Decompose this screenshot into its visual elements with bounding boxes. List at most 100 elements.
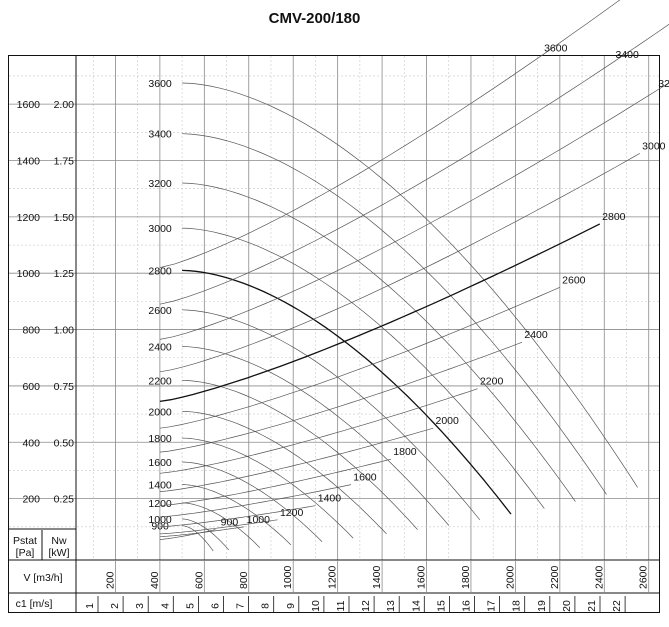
pressure-curve [182,227,545,509]
v-tick-label: 2000 [504,565,516,589]
c1-tick-label: 10 [310,600,322,612]
pressure-curve-label: 2400 [148,341,172,353]
c1-tick-label: 17 [486,600,498,612]
curves: 3600 3400 3200 3000 2800 2600 2400 2200 2000 1800… [148,0,669,552]
power-curve [159,529,216,540]
v-tick-label: 1200 [327,565,339,589]
axes: 20040060080010001200140016000.250.500.75… [9,56,659,612]
v-axis-label: V [m3/h] [23,572,62,584]
c1-tick-label: 9 [285,603,297,609]
power-curve-label: 1800 [393,446,417,458]
nw-tick-label: 1.50 [54,212,75,224]
power-curve [159,341,523,453]
power-curve-label: 2200 [480,376,504,388]
pressure-curve [182,346,449,526]
pstat-tick-label: 1600 [17,99,41,111]
power-curve [159,526,245,538]
pstat-tick-label: 400 [22,437,40,449]
power-curve [159,427,434,492]
c1-tick-label: 18 [511,600,523,612]
nw-axis-unit: [kW] [49,547,70,559]
v-tick-label: 2200 [549,565,561,589]
pressure-curve-label: 1000 [148,514,172,526]
c1-tick-label: 16 [461,600,473,612]
pstat-axis-unit: [Pa] [16,547,35,559]
pressure-curve [182,502,261,548]
pstat-tick-label: 1400 [17,155,41,167]
pressure-curve-label: 1400 [148,480,172,492]
c1-tick-label: 21 [586,600,598,612]
pstat-axis-label: Pstat [13,535,37,547]
pstat-tick-label: 800 [22,325,40,337]
c1-tick-label: 19 [536,600,548,612]
c1-axis-label: c1 [m/s] [16,598,53,610]
pressure-curve [182,269,512,515]
power-curve-label: 2000 [436,415,460,427]
power-curve-label: 1200 [280,507,304,519]
pressure-curve-label: 3400 [148,129,172,141]
v-tick-label: 1400 [371,565,383,589]
nw-tick-label: 1.75 [54,155,75,167]
pressure-curve [182,410,387,535]
power-curve-label: 2800 [602,211,626,223]
pressure-curve-label: 1200 [148,498,172,510]
v-tick-label: 800 [238,571,250,589]
power-curve-label: 3600 [544,42,568,54]
power-curve [159,23,669,305]
power-curve [159,388,478,474]
c1-tick-label: 15 [435,600,447,612]
v-tick-label: 1800 [460,565,472,589]
v-tick-label: 1600 [416,565,428,589]
pstat-tick-label: 1200 [17,212,41,224]
pressure-curve-label: 3000 [148,223,172,235]
nw-tick-label: 0.50 [54,437,75,449]
power-curve [159,505,316,528]
c1-tick-label: 22 [611,600,623,612]
c1-tick-label: 2 [109,603,121,609]
pressure-curve [182,133,607,495]
pressure-curve-label: 3600 [148,78,172,90]
pressure-curve-label: 2800 [148,265,172,277]
nw-tick-label: 0.75 [54,381,75,393]
power-curve-label: 2600 [562,274,586,286]
v-tick-label: 400 [149,571,161,589]
c1-tick-label: 1 [84,603,96,609]
power-curve-label: 1000 [247,514,271,526]
c1-tick-label: 4 [159,603,171,609]
power-curve-label: 3200 [658,78,669,90]
c1-tick-label: 11 [335,600,347,611]
power-curve [159,519,278,535]
c1-tick-label: 20 [561,600,573,612]
power-curve-label: 1400 [318,493,342,505]
power-curve [159,153,640,373]
pressure-curve-label: 1600 [148,457,172,469]
v-tick-label: 1000 [282,565,294,589]
pressure-curve-label: 2000 [148,406,172,418]
power-curve [159,458,392,507]
power-curve [159,286,560,429]
v-tick-label: 600 [193,571,205,589]
c1-tick-label: 13 [385,600,397,612]
v-tick-label: 2400 [593,565,605,589]
nw-tick-label: 1.00 [54,325,75,337]
nw-tick-label: 2.00 [54,99,75,111]
c1-tick-label: 5 [184,603,196,609]
pressure-curve-label: 2600 [148,305,172,317]
power-curve-label: 2400 [524,329,548,341]
c1-tick-label: 3 [134,603,146,609]
pressure-curve [182,309,481,521]
pressure-curve [182,484,292,546]
power-curve [159,223,601,403]
power-curve [159,484,352,518]
c1-tick-label: 14 [410,600,422,612]
pressure-curve-label: 3200 [148,178,172,190]
power-curve [159,0,621,268]
pstat-tick-label: 1000 [17,268,41,280]
power-curve-label: 3000 [642,140,666,152]
pstat-tick-label: 600 [22,381,40,393]
power-curve-label: 1600 [353,472,377,484]
c1-tick-label: 6 [210,603,222,609]
chart-title: CMV-200/180 [268,10,361,27]
nw-tick-label: 0.25 [54,494,75,506]
